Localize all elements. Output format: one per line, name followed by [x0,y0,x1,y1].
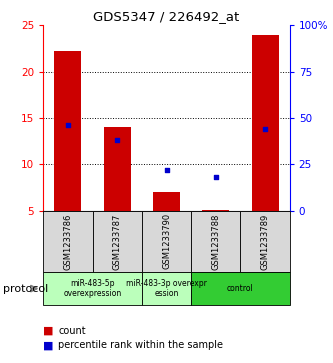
Text: protocol: protocol [3,284,49,294]
Bar [93,211,142,272]
Bar [202,209,229,211]
Point [213,174,218,180]
Bar [43,211,93,272]
Point [164,167,169,173]
Bar [54,51,82,211]
Text: count: count [58,326,86,336]
Title: GDS5347 / 226492_at: GDS5347 / 226492_at [93,10,240,23]
Bar [142,272,191,305]
Text: GSM1233790: GSM1233790 [162,213,171,269]
Bar [43,272,142,305]
Bar [142,211,191,272]
Bar [240,211,290,272]
Point [115,137,120,143]
Text: miR-483-5p
overexpression: miR-483-5p overexpression [64,279,122,298]
Bar [191,272,290,305]
Text: GSM1233788: GSM1233788 [211,213,220,270]
Text: ■: ■ [43,340,54,350]
Text: GSM1233787: GSM1233787 [113,213,122,270]
Bar [251,35,279,211]
Text: GSM1233786: GSM1233786 [63,213,73,270]
Text: GSM1233789: GSM1233789 [260,213,270,269]
Bar [104,127,131,211]
Point [262,126,268,132]
Text: percentile rank within the sample: percentile rank within the sample [58,340,223,350]
Bar [191,211,240,272]
Bar [153,192,180,211]
Text: ■: ■ [43,326,54,336]
Text: miR-483-3p overexpr
ession: miR-483-3p overexpr ession [126,279,207,298]
Point [65,122,71,128]
Text: control: control [227,284,254,293]
